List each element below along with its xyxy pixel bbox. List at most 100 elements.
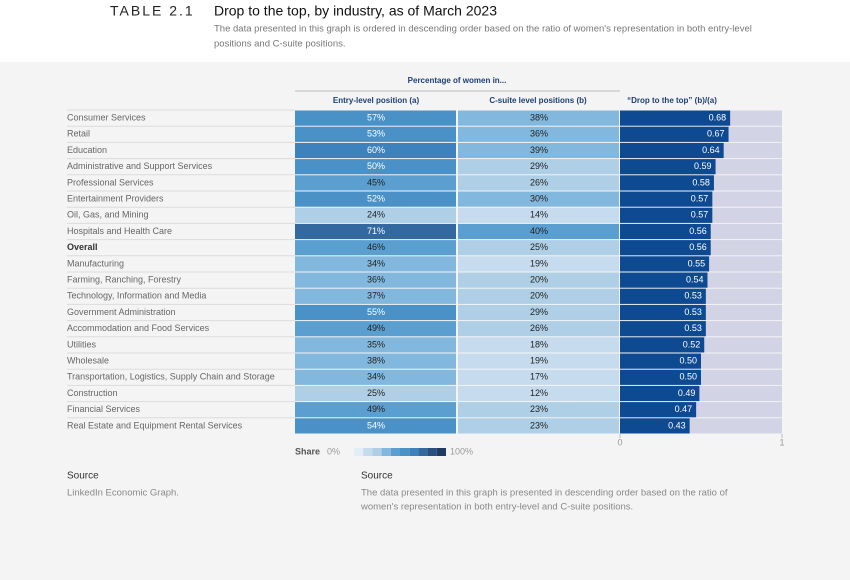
- row-label: Farming, Ranching, Forestry: [67, 274, 182, 284]
- source-text: LinkedIn Economic Graph.: [67, 488, 179, 499]
- share-cell: [458, 272, 619, 288]
- row-background: [67, 353, 295, 370]
- legend-swatch: [381, 448, 391, 456]
- share-cell: [295, 402, 456, 418]
- share-label: 49%: [367, 404, 385, 414]
- source-title: Source: [361, 471, 393, 482]
- share-label: 19%: [530, 258, 548, 268]
- share-cell: [295, 191, 456, 207]
- share-cell: [458, 126, 619, 142]
- share-label: 45%: [367, 177, 385, 187]
- share-cell: [295, 304, 456, 321]
- share-cell: [295, 321, 456, 337]
- share-cell: [295, 175, 456, 191]
- row-background: [67, 174, 295, 191]
- drop-label: 0.47: [675, 404, 693, 414]
- share-cell: [458, 240, 619, 256]
- drop-label: 0.67: [707, 129, 725, 139]
- row-label: Utilities: [67, 339, 97, 349]
- share-cell: [295, 353, 456, 369]
- subtitle: The data presented in this graph is orde…: [214, 24, 752, 35]
- share-cell: [458, 321, 619, 337]
- drop-bar: [620, 369, 701, 385]
- row-background: [67, 288, 295, 305]
- share-label: 36%: [367, 274, 385, 284]
- drop-label: 0.56: [689, 242, 707, 252]
- drop-bar: [620, 418, 690, 434]
- drop-bar: [620, 256, 710, 272]
- share-cell: [458, 191, 619, 207]
- share-label: 23%: [530, 404, 548, 414]
- row-background: [67, 320, 295, 337]
- row-label: Real Estate and Equipment Rental Service…: [67, 420, 243, 430]
- share-cell: [458, 418, 619, 434]
- drop-label: 0.56: [689, 226, 707, 236]
- drop-bar: [620, 337, 705, 353]
- row-label: Hospitals and Health Care: [67, 226, 172, 236]
- row-background: [67, 126, 295, 143]
- column-header: “Drop to the top” (b)/(a): [627, 96, 717, 105]
- row-label: Professional Services: [67, 177, 154, 187]
- drop-bar: [620, 207, 713, 223]
- share-label: 54%: [367, 420, 385, 430]
- share-label: 60%: [367, 145, 385, 155]
- share-label: 26%: [530, 177, 548, 187]
- drop-bar: [620, 142, 724, 159]
- share-cell: [458, 159, 619, 175]
- share-cell: [295, 272, 456, 288]
- drop-label: 0.58: [692, 177, 710, 187]
- share-cell: [458, 142, 619, 159]
- share-label: 36%: [530, 129, 548, 139]
- row-background: [67, 239, 295, 256]
- drop-bar: [620, 385, 700, 402]
- share-cell: [458, 175, 619, 191]
- legend-swatch: [354, 448, 364, 456]
- drop-label: 0.57: [691, 193, 709, 203]
- share-cell: [458, 110, 619, 126]
- x-tick-label: 0: [617, 437, 622, 447]
- legend-swatch: [418, 448, 428, 456]
- legend-max: 100%: [450, 446, 473, 456]
- row-label: Retail: [67, 129, 90, 139]
- source-text: women's representation in both entry-lev…: [360, 502, 633, 513]
- row-background: [67, 142, 295, 159]
- drop-label: 0.53: [684, 323, 702, 333]
- legend-swatch: [409, 448, 419, 456]
- row-label: Technology, Information and Media: [67, 291, 206, 301]
- row-label: Transportation, Logistics, Supply Chain …: [67, 372, 275, 382]
- drop-label: 0.53: [684, 291, 702, 301]
- share-label: 29%: [530, 161, 548, 171]
- row-label: Construction: [67, 388, 118, 398]
- share-label: 38%: [530, 112, 548, 122]
- share-cell: [458, 337, 619, 353]
- row-background: [67, 369, 295, 386]
- row-background: [67, 401, 295, 418]
- drop-bar: [620, 223, 711, 240]
- drop-label: 0.55: [688, 258, 706, 268]
- share-label: 18%: [530, 339, 548, 349]
- share-cell: [295, 288, 456, 304]
- row-label: Entertainment Providers: [67, 193, 164, 203]
- drop-bar: [620, 272, 708, 288]
- row-label: Consumer Services: [67, 112, 146, 122]
- share-cell: [458, 288, 619, 304]
- share-cell: [295, 110, 456, 126]
- share-label: 20%: [530, 274, 548, 284]
- row-background: [67, 255, 295, 272]
- share-cell: [295, 142, 456, 159]
- subtitle: positions and C-suite positions.: [214, 39, 346, 50]
- drop-label: 0.50: [679, 355, 697, 365]
- share-label: 14%: [530, 210, 548, 220]
- drop-bar: [620, 240, 711, 256]
- drop-bar: [620, 402, 697, 418]
- share-label: 37%: [367, 291, 385, 301]
- legend-swatch: [436, 448, 446, 456]
- share-label: 30%: [530, 193, 548, 203]
- row-background: [67, 223, 295, 240]
- x-tick-label: 1: [779, 437, 784, 447]
- legend-title: Share: [295, 446, 320, 456]
- share-label: 57%: [367, 112, 385, 122]
- share-cell: [458, 353, 619, 369]
- share-cell: [458, 385, 619, 402]
